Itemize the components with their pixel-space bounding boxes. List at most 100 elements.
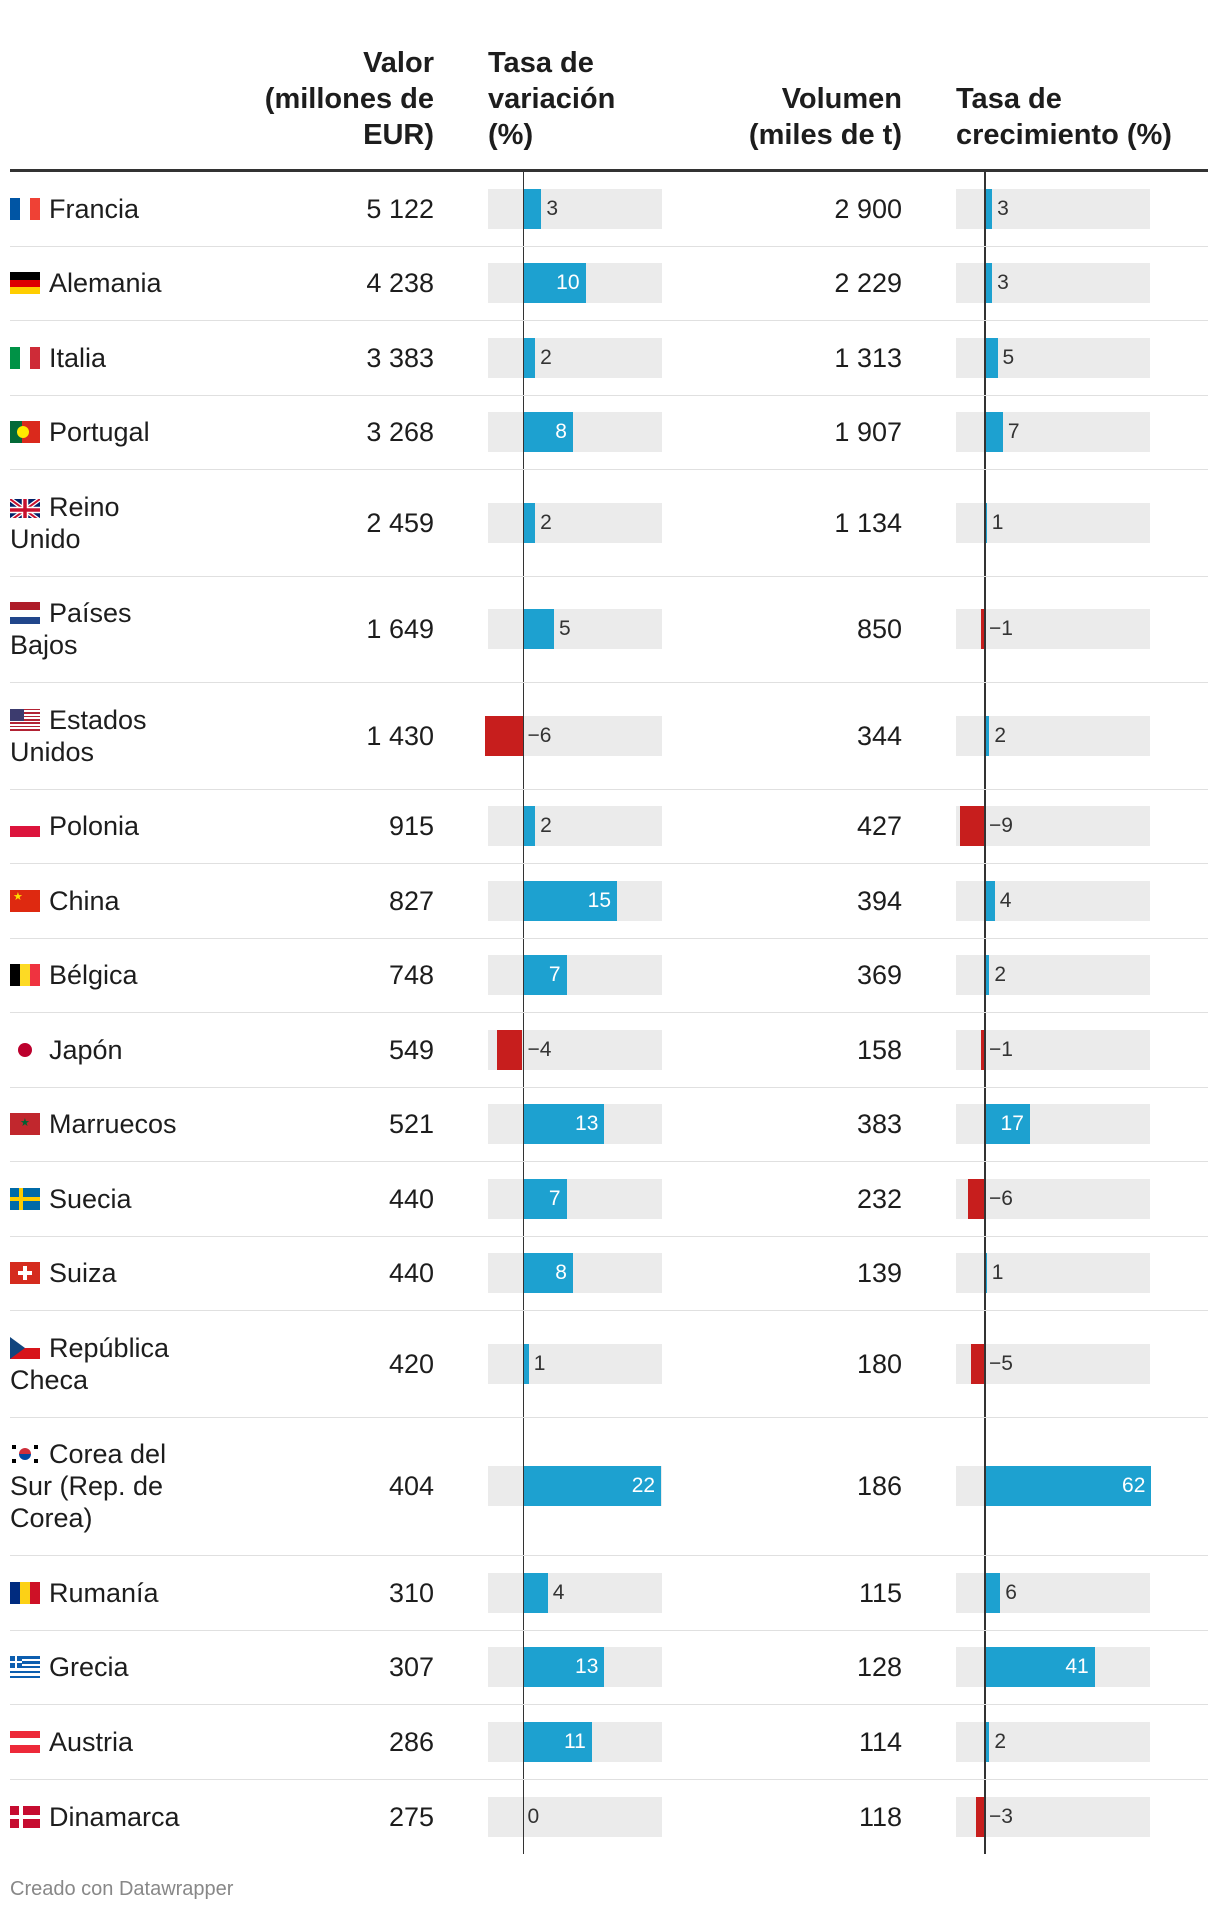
tasa_variacion-bar-track: 13 [488, 1104, 662, 1145]
valor-cell: 286 [388, 1726, 434, 1757]
tasa_crecimiento-bar [984, 263, 993, 304]
zero-axis-line [984, 1236, 986, 1310]
tasa_crecimiento-bar-track: −9 [956, 806, 1150, 847]
volumen-cell: 118 [858, 1801, 902, 1832]
country-name: Suecia [49, 1183, 132, 1214]
table-row: República Checa 420 1 180 −5 [10, 1311, 1208, 1418]
tasa_crecimiento-bar-label: −9 [989, 814, 1013, 838]
tasa_variacion-bar-track: 7 [488, 1178, 662, 1219]
tasa_variacion-bar-track: 1 [488, 1343, 662, 1384]
zero-axis-line [522, 789, 524, 863]
table-row: Italia 3 383 2 1 313 5 [10, 321, 1208, 396]
data-table: Valor (millones de EUR) Tasa de variació… [10, 0, 1208, 1854]
tasa_crecimiento-bar-label: 6 [1005, 1580, 1017, 1604]
table-row: Austria 286 11 114 2 [10, 1705, 1208, 1780]
table-row: Corea del Sur (Rep. de Corea) 404 22 186 62 [10, 1417, 1208, 1556]
flag-denmark-icon [10, 1805, 40, 1828]
volumen-cell: 383 [856, 1109, 902, 1140]
country-name: Dinamarca [49, 1801, 180, 1832]
volumen-cell: 158 [856, 1034, 902, 1065]
tasa_crecimiento-bar [984, 1104, 1030, 1145]
zero-axis-line [522, 395, 524, 469]
zero-axis-line [984, 395, 986, 469]
country-cell: República Checa [10, 1332, 200, 1396]
tasa_variacion-bar [522, 880, 617, 921]
tasa_variacion-bar-track: 8 [488, 1253, 662, 1294]
volumen-cell: 128 [856, 1652, 902, 1683]
zero-axis-line [984, 1087, 986, 1161]
country-cell: Italia [10, 342, 200, 374]
tasa_crecimiento-bar [981, 609, 984, 650]
tasa_variacion-bar-track: 0 [488, 1796, 662, 1837]
volumen-cell: 369 [856, 960, 902, 991]
country-name: Estados [49, 704, 147, 735]
tasa_variacion-bar [522, 1721, 592, 1762]
tasa_variacion-bar-track: 10 [488, 263, 662, 304]
volumen-cell: 1 313 [834, 342, 902, 373]
table-row: Francia 5 122 3 2 900 3 [10, 172, 1208, 247]
volumen-cell: 2 900 [834, 193, 902, 224]
country-cell: Suecia [10, 1183, 200, 1215]
tasa_crecimiento-bar-label: 1 [991, 510, 1004, 534]
tasa_variacion-bar-label: 2 [540, 510, 552, 534]
footer-credit[interactable]: Creado con Datawrapper [10, 1878, 234, 1900]
header-tasa-crecimiento: Tasa de crecimiento (%) [956, 83, 1172, 151]
volumen-cell: 114 [858, 1726, 902, 1757]
volumen-cell: 427 [856, 811, 902, 842]
tasa_crecimiento-bar [984, 188, 993, 229]
tasa_variacion-bar [522, 1104, 605, 1145]
tasa_crecimiento-bar-track: 2 [956, 955, 1150, 996]
tasa_crecimiento-bar [984, 1647, 1095, 1688]
tasa_variacion-bar-label: 1 [533, 1351, 546, 1375]
table-row: Países Bajos 1 649 5 850 −1 [10, 576, 1208, 683]
zero-axis-line [984, 938, 986, 1012]
zero-axis-line [522, 1630, 524, 1704]
tasa_variacion-bar-track: 15 [488, 880, 662, 921]
zero-axis-line [522, 1556, 524, 1630]
tasa_variacion-bar [522, 1466, 662, 1507]
country-name: Italia [49, 342, 107, 373]
tasa_crecimiento-bar-track: 1 [956, 1253, 1150, 1294]
tasa_crecimiento-bar-track: 4 [956, 880, 1150, 921]
country-name: Francia [49, 193, 140, 224]
tasa_crecimiento-bar-track: 2 [956, 715, 1150, 756]
tasa_crecimiento-bar-label: 7 [1007, 420, 1020, 444]
country-cell: Suiza [10, 1257, 200, 1289]
tasa_crecimiento-bar-label: −1 [989, 617, 1013, 641]
zero-axis-line [522, 938, 524, 1012]
tasa_crecimiento-bar-track: 41 [956, 1647, 1150, 1688]
tasa_variacion-bar-label: 0 [527, 1804, 540, 1828]
tasa_crecimiento-bar-label: 2 [994, 1729, 1007, 1753]
tasa_crecimiento-bar [984, 955, 990, 996]
tasa_crecimiento-bar-track: 3 [956, 263, 1150, 304]
country-cell: ★ Marruecos [10, 1108, 200, 1140]
tasa_variacion-bar-track: 22 [488, 1466, 662, 1507]
tasa_crecimiento-bar [984, 337, 998, 378]
table-row: Suiza 440 8 139 1 [10, 1236, 1208, 1311]
table-header: Valor (millones de EUR) Tasa de variació… [10, 0, 1208, 172]
tasa_crecimiento-bar [984, 715, 990, 756]
tasa_variacion-bar-label: 5 [559, 617, 571, 641]
zero-axis-line [522, 683, 524, 789]
tasa_crecimiento-bar-label: 4 [999, 888, 1012, 912]
tasa_crecimiento-bar [975, 1796, 984, 1837]
tasa_variacion-bar-track: 5 [488, 609, 662, 650]
tasa_crecimiento-bar [984, 1466, 1152, 1507]
tasa_variacion-bar-label: 13 [575, 1112, 599, 1136]
tasa_crecimiento-bar-track: 1 [956, 502, 1150, 543]
country-cell: Francia [10, 193, 200, 225]
tasa_crecimiento-bar-label: 62 [1122, 1474, 1146, 1498]
flag-italy-icon [10, 346, 40, 369]
valor-cell: 440 [388, 1258, 434, 1289]
valor-cell: 549 [388, 1034, 434, 1065]
tasa_crecimiento-bar [984, 1572, 1001, 1613]
header-volumen: Volumen (miles de t) [748, 83, 902, 151]
tasa_variacion-bar [522, 806, 536, 847]
valor-cell: 748 [388, 960, 434, 991]
volumen-cell: 232 [856, 1183, 902, 1214]
tasa_variacion-bar-label: 2 [540, 814, 552, 838]
flag-germany-icon [10, 272, 40, 295]
zero-axis-line [984, 1162, 986, 1236]
table-row: Polonia 915 2 427 −9 [10, 789, 1208, 864]
tasa_variacion-bar [522, 1572, 548, 1613]
